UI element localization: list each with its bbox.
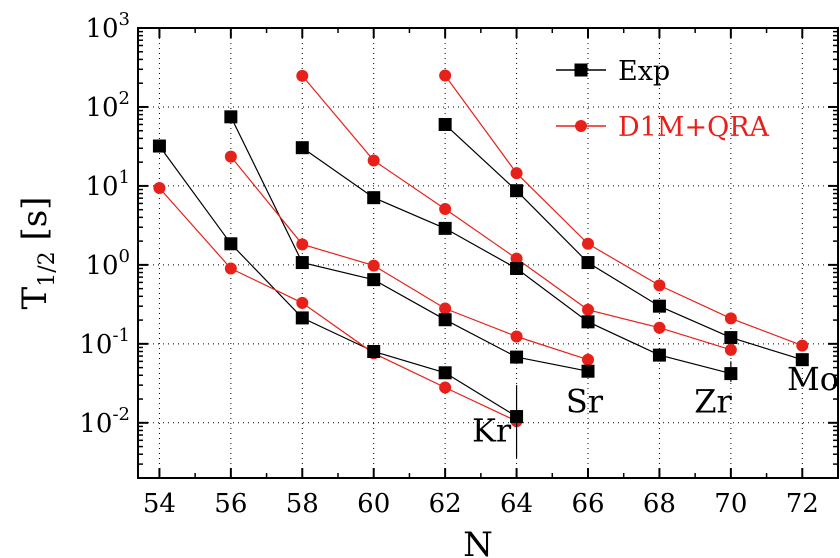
series-layer bbox=[152, 69, 809, 428]
legend-marker-square bbox=[574, 63, 588, 77]
data-point-theory-kr bbox=[224, 262, 237, 275]
data-point-theory-mo bbox=[582, 237, 594, 250]
data-point-exp-zr bbox=[581, 315, 595, 329]
data-point-exp-mo bbox=[652, 299, 666, 313]
data-point-exp-mo bbox=[724, 331, 738, 345]
y-tick-label: 103 bbox=[85, 9, 130, 44]
series-line-theory-sr bbox=[230, 156, 589, 361]
y-axis-title-subscript: 1/2 bbox=[35, 251, 60, 286]
legend: Exp D1M+QRA bbox=[556, 56, 770, 143]
data-point-exp-zr bbox=[295, 141, 309, 155]
data-point-theory-mo bbox=[653, 279, 666, 292]
group-label-kr: Kr bbox=[472, 411, 512, 449]
axes: 54 56 58 60 62 64 66 68 70 72 10-2 10-1 100 101 102 103 bbox=[79, 9, 839, 519]
x-tick-label: 62 bbox=[429, 489, 462, 519]
y-tick-label: 10-1 bbox=[79, 325, 130, 360]
x-tick-label: 60 bbox=[357, 489, 390, 519]
data-point-theory-kr bbox=[296, 296, 309, 309]
data-point-exp-zr bbox=[510, 261, 524, 275]
group-label-zr: Zr bbox=[694, 383, 732, 421]
series-line-exp-kr bbox=[158, 145, 517, 418]
data-point-exp-sr bbox=[581, 364, 595, 378]
x-tick-label: 72 bbox=[786, 489, 819, 519]
data-point-theory-sr bbox=[296, 238, 309, 251]
series-line-theory-mo bbox=[444, 75, 803, 347]
data-point-exp-kr bbox=[367, 344, 381, 358]
data-point-exp-mo bbox=[438, 117, 452, 131]
data-point-theory-zr bbox=[653, 321, 666, 334]
data-point-theory-mo bbox=[796, 339, 809, 352]
data-point-exp-mo bbox=[795, 353, 809, 367]
data-point-exp-sr bbox=[510, 350, 524, 364]
x-tick-label: 68 bbox=[643, 489, 676, 519]
series-line-exp-sr bbox=[230, 116, 589, 372]
data-point-exp-kr bbox=[438, 366, 452, 380]
data-point-theory-zr bbox=[582, 303, 594, 316]
data-point-exp-sr bbox=[295, 256, 309, 270]
data-point-theory-mo bbox=[439, 69, 452, 82]
data-point-exp-zr bbox=[652, 348, 666, 362]
x-tick-label: 54 bbox=[143, 489, 176, 519]
data-point-theory-zr bbox=[439, 203, 452, 216]
data-point-theory-sr bbox=[367, 259, 380, 272]
data-point-theory-kr bbox=[439, 381, 452, 394]
data-point-exp-sr bbox=[224, 110, 238, 124]
series-line-exp-mo bbox=[444, 124, 803, 361]
data-point-theory-zr bbox=[724, 343, 737, 356]
data-point-theory-sr bbox=[224, 150, 237, 163]
data-point-exp-mo bbox=[510, 184, 524, 198]
series-line-theory-kr bbox=[158, 187, 517, 422]
x-tick-label: 58 bbox=[286, 489, 319, 519]
data-point-exp-kr bbox=[295, 311, 309, 325]
data-point-theory-mo bbox=[724, 312, 737, 325]
data-point-theory-sr bbox=[510, 330, 523, 343]
data-point-theory-zr bbox=[510, 252, 523, 265]
group-label-sr: Sr bbox=[566, 383, 604, 421]
data-point-exp-kr bbox=[152, 139, 166, 153]
legend-label: Exp bbox=[618, 56, 670, 87]
data-point-theory-zr bbox=[296, 69, 309, 82]
y-axis-title-main: T bbox=[15, 286, 55, 309]
x-tick-label: 56 bbox=[214, 489, 247, 519]
y-tick-label: 101 bbox=[85, 167, 130, 202]
group-labels: Kr Sr Zr Mo bbox=[472, 360, 839, 449]
data-point-theory-zr bbox=[367, 154, 380, 167]
legend-label: D1M+QRA bbox=[618, 112, 770, 143]
y-axis-title: T1/2 [s] bbox=[15, 197, 60, 310]
group-label-mo: Mo bbox=[787, 360, 839, 398]
plot-frame bbox=[137, 27, 839, 479]
x-axis-title: N bbox=[463, 525, 493, 558]
x-tick-label: 70 bbox=[714, 489, 747, 519]
y-tick-label: 10-2 bbox=[79, 404, 130, 439]
data-point-theory-mo bbox=[510, 167, 523, 180]
data-point-exp-zr bbox=[367, 191, 381, 205]
data-point-theory-sr bbox=[439, 302, 452, 315]
error-bars bbox=[515, 361, 732, 458]
y-tick-label: 100 bbox=[85, 246, 130, 281]
x-tick-label: 66 bbox=[571, 489, 604, 519]
data-point-exp-kr bbox=[224, 237, 238, 251]
data-point-exp-zr bbox=[438, 221, 452, 235]
data-point-exp-sr bbox=[367, 273, 381, 287]
y-axis-title-unit: [s] bbox=[15, 197, 55, 252]
data-point-theory-sr bbox=[582, 353, 594, 366]
x-tick-label: 64 bbox=[500, 489, 533, 519]
legend-marker-circle bbox=[575, 120, 587, 132]
data-point-exp-sr bbox=[438, 313, 452, 327]
y-tick-label: 102 bbox=[85, 88, 130, 123]
data-point-exp-mo bbox=[581, 256, 595, 270]
data-point-theory-kr bbox=[153, 182, 166, 195]
